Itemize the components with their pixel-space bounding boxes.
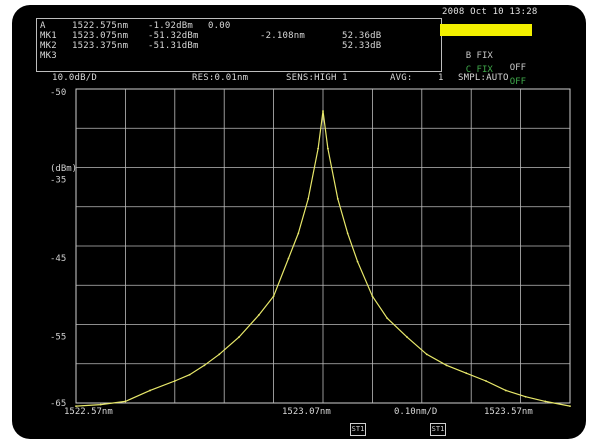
softkey-label: B FIX bbox=[465, 37, 493, 47]
trace-point bbox=[356, 260, 359, 263]
trace-point bbox=[124, 400, 127, 403]
marker-wavelength: 1523.075nm bbox=[72, 31, 129, 41]
softkey-b-fix[interactable]: B FIX OFF bbox=[440, 38, 532, 73]
trace-point bbox=[297, 232, 300, 235]
marker-label: MK3 bbox=[40, 51, 57, 61]
softkey-value: OFF bbox=[509, 77, 526, 87]
trace-point bbox=[445, 364, 448, 367]
trace-point bbox=[287, 257, 290, 260]
y-axis-unit: (dBm) bbox=[50, 164, 77, 174]
y-tick-label: -45 bbox=[50, 254, 66, 264]
param-scale: 10.0dB/D bbox=[52, 73, 97, 83]
softkey-value: OFF bbox=[509, 63, 526, 73]
marker-extra: 0.00 bbox=[208, 21, 231, 31]
marker-info-panel bbox=[36, 18, 442, 72]
stop-marker-label: ST1 bbox=[431, 425, 445, 433]
x-stop-label: 1523.57nm bbox=[484, 407, 533, 417]
spectrum-chart: -50 -35 -45 -55 -65 (dBm) 1522.57nm 1523.07n… bbox=[50, 88, 571, 417]
y-tick-label: -50 bbox=[50, 88, 66, 98]
stop-marker-icon[interactable]: ST1 bbox=[430, 423, 446, 436]
osa-screen: 2008 Oct 10 13:28 A 1522.575nm -1.92dBm … bbox=[12, 5, 586, 439]
param-sampling: SMPL:AUTO bbox=[458, 73, 509, 83]
trace-point bbox=[218, 353, 221, 356]
param-sensitivity: SENS:HIGH 1 bbox=[286, 73, 348, 83]
x-span-label: 0.10nm/D bbox=[394, 407, 437, 417]
marker-level: -51.31dBm bbox=[148, 41, 199, 51]
x-center-label: 1523.07nm bbox=[282, 407, 331, 417]
start-marker-icon[interactable]: ST1 bbox=[350, 423, 366, 436]
softkey-label: C FIX bbox=[465, 65, 493, 75]
y-tick-label: -55 bbox=[50, 332, 66, 342]
param-average-label: AVG: bbox=[390, 73, 413, 83]
trace-point bbox=[173, 380, 176, 382]
trace-point bbox=[569, 405, 571, 408]
grid bbox=[75, 88, 571, 404]
trace-point bbox=[272, 295, 275, 298]
trace-point bbox=[465, 372, 468, 375]
trace-point bbox=[346, 232, 349, 235]
datetime: 2008 Oct 10 13:28 bbox=[442, 7, 538, 17]
trace-point bbox=[406, 336, 408, 338]
y-tick-label: -65 bbox=[50, 399, 66, 409]
softkey-c-fix[interactable]: C FIX OFF bbox=[440, 52, 532, 87]
trace-point bbox=[524, 395, 527, 398]
softkey-b-fix-active[interactable]: B FIX OFF bbox=[440, 24, 532, 59]
marker-wavelength: 1523.375nm bbox=[72, 41, 129, 51]
softkey-label: B FIX bbox=[465, 51, 493, 61]
trace-point bbox=[188, 373, 191, 376]
marker-level: -51.32dBm bbox=[148, 31, 199, 41]
trace-point bbox=[317, 147, 319, 150]
marker-extra: -2.108nm bbox=[260, 31, 305, 41]
trace-point bbox=[327, 147, 329, 150]
trace-point bbox=[307, 198, 310, 200]
trace-point bbox=[99, 403, 102, 406]
trace-point bbox=[238, 336, 240, 338]
x-start-label: 1522.57nm bbox=[64, 407, 113, 417]
trace-point bbox=[371, 295, 374, 298]
marker-level: -1.92dBm bbox=[148, 21, 193, 31]
trace-point bbox=[336, 198, 339, 200]
y-tick-labels: -50 -35 -45 -55 -65 bbox=[50, 88, 66, 409]
trace-points bbox=[75, 110, 571, 408]
marker-extra: 52.33dB bbox=[342, 41, 382, 51]
y-tick-label: -35 bbox=[50, 175, 66, 185]
trace-point bbox=[75, 405, 77, 408]
param-resolution: RES:0.01nm bbox=[192, 73, 249, 83]
trace-point bbox=[485, 380, 487, 382]
trace-point bbox=[149, 389, 152, 392]
softkey-value: OFF bbox=[509, 49, 526, 59]
marker-label: MK2 bbox=[40, 41, 57, 51]
marker-wavelength: 1522.575nm bbox=[72, 21, 129, 31]
trace-point bbox=[504, 389, 507, 392]
trace-point bbox=[203, 364, 206, 367]
trace-point bbox=[322, 110, 324, 112]
trace-point bbox=[386, 317, 389, 320]
start-marker-label: ST1 bbox=[351, 425, 365, 433]
marker-extra: 52.36dB bbox=[342, 31, 382, 41]
param-average-value: 1 bbox=[438, 73, 444, 83]
marker-label: MK1 bbox=[40, 31, 57, 41]
trace-point bbox=[544, 400, 547, 403]
trace-point bbox=[425, 353, 428, 356]
marker-label: A bbox=[40, 21, 46, 31]
trace-point bbox=[257, 314, 260, 316]
